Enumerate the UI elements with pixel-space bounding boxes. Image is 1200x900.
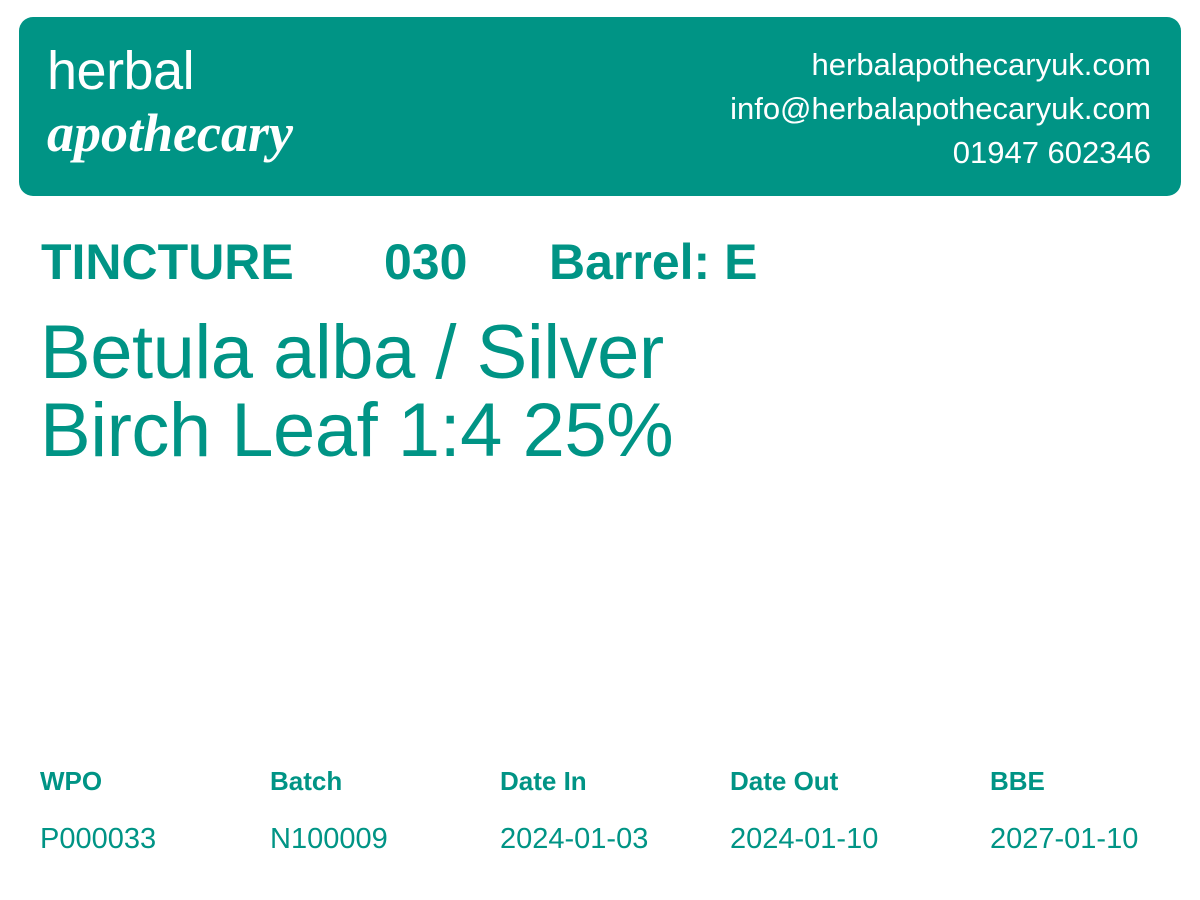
product-name-line2: Birch Leaf 1:4 25% (40, 388, 674, 473)
date-out-value: 2024-01-10 (730, 823, 879, 855)
contact-block: herbalapothecaryuk.com info@herbalapothe… (730, 43, 1151, 175)
date-out-label: Date Out (730, 766, 839, 796)
contact-website: herbalapothecaryuk.com (811, 47, 1151, 82)
bbe-label: BBE (990, 766, 1045, 796)
label-header: herbal apothecary herbalapothecaryuk.com… (19, 17, 1181, 196)
product-barrel: Barrel: E (549, 234, 758, 290)
brand-logo-herbal: herbal (47, 41, 195, 101)
product-type: TINCTURE (41, 234, 294, 290)
date-in-label: Date In (500, 766, 587, 796)
wpo-value: P000033 (40, 823, 157, 855)
wpo-label: WPO (40, 766, 103, 796)
product-name: Betula alba / Silver Birch Leaf 1:4 25% (40, 314, 940, 470)
date-in-value: 2024-01-03 (500, 823, 649, 855)
brand-logo-apothecary: apothecary (47, 103, 293, 163)
batch-value: N100009 (270, 823, 388, 855)
product-code: 030 (384, 234, 468, 290)
contact-email: info@herbalapothecaryuk.com (730, 91, 1151, 126)
batch-label: Batch (270, 766, 343, 796)
product-name-line1: Betula alba / Silver (40, 310, 664, 395)
bbe-value: 2027-01-10 (990, 823, 1139, 855)
contact-phone: 01947 602346 (952, 135, 1151, 170)
